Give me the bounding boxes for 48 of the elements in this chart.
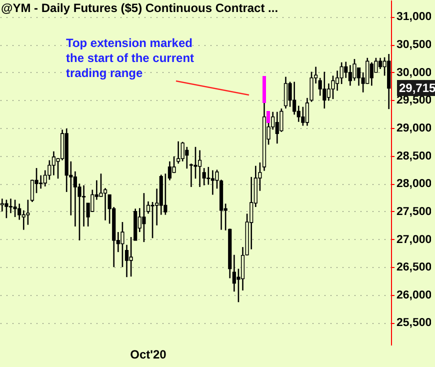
candlestick bbox=[301, 106, 305, 126]
y-tick-label: 29,000 bbox=[396, 122, 432, 134]
candlestick bbox=[82, 184, 86, 228]
chart-title: @YM - Daily Futures ($5) Continuous Contract ... bbox=[1, 1, 278, 15]
candlestick bbox=[322, 71, 326, 110]
candlestick bbox=[318, 77, 322, 96]
candlestick bbox=[352, 58, 356, 82]
candlestick bbox=[275, 111, 279, 144]
annotation: Top extension marked the start of the current trading range bbox=[66, 36, 196, 81]
candlestick bbox=[13, 199, 17, 218]
candlestick bbox=[378, 57, 382, 70]
y-tick-label: 30,500 bbox=[396, 39, 432, 52]
candlestick bbox=[356, 67, 361, 86]
candlestick bbox=[8, 198, 13, 214]
candlestick bbox=[185, 146, 189, 170]
text: 29,715 bbox=[397, 80, 435, 96]
y-tick-label: 27,500 bbox=[396, 206, 432, 218]
candlestick bbox=[164, 172, 168, 216]
y-tick-label: 26,500 bbox=[396, 262, 432, 274]
candlestick bbox=[168, 160, 172, 181]
x-tick-label: Oct'20 bbox=[130, 348, 167, 362]
candlestick bbox=[120, 221, 124, 268]
y-tick-label: 26,000 bbox=[396, 289, 432, 302]
y-tick-label: 28,500 bbox=[396, 150, 432, 162]
candlestick bbox=[146, 200, 150, 214]
y-tick-label: 25,500 bbox=[396, 317, 432, 330]
y-tick-label: 30,000 bbox=[396, 66, 432, 79]
candlestick bbox=[284, 76, 288, 110]
candlestick bbox=[198, 150, 202, 188]
candlestick bbox=[206, 166, 210, 186]
candlestick bbox=[52, 150, 56, 176]
candlestick bbox=[344, 61, 348, 79]
candlestick bbox=[366, 57, 370, 85]
candlestick bbox=[124, 244, 129, 278]
candlestick bbox=[129, 236, 133, 278]
candlestick bbox=[30, 179, 34, 203]
candlestick bbox=[340, 62, 344, 85]
candlestick bbox=[176, 140, 180, 164]
candlestick bbox=[4, 199, 8, 219]
candlestick bbox=[22, 210, 26, 230]
candlestick bbox=[103, 187, 108, 222]
candlestick bbox=[202, 167, 206, 186]
y-tick-label: 27,000 bbox=[396, 234, 432, 246]
candlestick bbox=[335, 70, 340, 92]
y-tick-label: 28,000 bbox=[396, 178, 432, 190]
candlestick bbox=[142, 192, 146, 243]
candlestick bbox=[180, 141, 184, 162]
y-tick-label: 31,000 bbox=[396, 11, 432, 24]
